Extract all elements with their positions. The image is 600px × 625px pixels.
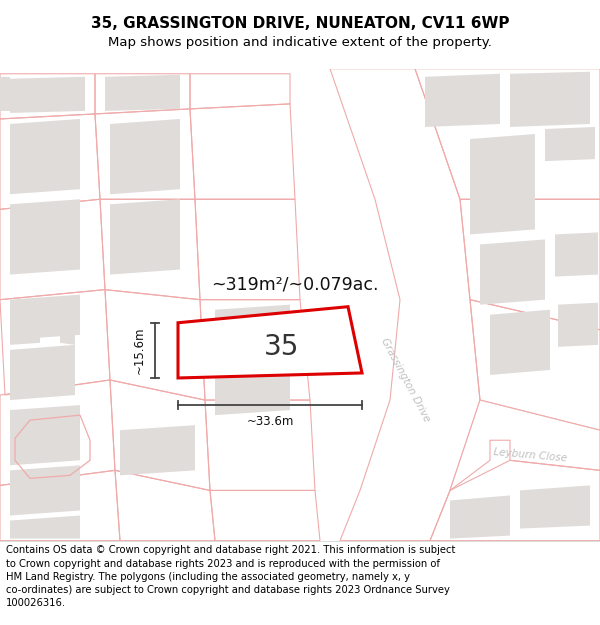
Polygon shape (178, 307, 362, 378)
Polygon shape (120, 425, 195, 476)
Polygon shape (10, 345, 75, 400)
Polygon shape (450, 400, 600, 491)
Polygon shape (10, 466, 80, 516)
Text: 35, GRASSINGTON DRIVE, NUNEATON, CV11 6WP: 35, GRASSINGTON DRIVE, NUNEATON, CV11 6W… (91, 16, 509, 31)
Polygon shape (10, 294, 80, 340)
Polygon shape (105, 75, 180, 111)
Text: ~319m²/~0.079ac.: ~319m²/~0.079ac. (211, 276, 379, 294)
Polygon shape (450, 496, 510, 539)
Text: Map shows position and indicative extent of the property.: Map shows position and indicative extent… (108, 36, 492, 49)
Text: ~15.6m: ~15.6m (133, 327, 146, 374)
Polygon shape (10, 199, 80, 274)
Polygon shape (215, 304, 290, 415)
Polygon shape (10, 516, 80, 539)
Text: Contains OS data © Crown copyright and database right 2021. This information is : Contains OS data © Crown copyright and d… (6, 545, 455, 608)
Polygon shape (545, 127, 595, 161)
Polygon shape (110, 199, 180, 274)
Polygon shape (520, 486, 590, 529)
Polygon shape (10, 77, 85, 113)
Polygon shape (480, 239, 545, 304)
Text: ~33.6m: ~33.6m (247, 414, 293, 428)
Polygon shape (470, 134, 535, 234)
Polygon shape (10, 119, 80, 194)
Polygon shape (10, 405, 80, 466)
Polygon shape (425, 74, 500, 127)
Polygon shape (555, 232, 598, 277)
Polygon shape (0, 77, 10, 111)
Polygon shape (510, 72, 590, 127)
Polygon shape (330, 69, 480, 541)
Polygon shape (110, 119, 180, 194)
Polygon shape (10, 299, 75, 345)
Polygon shape (558, 302, 598, 347)
Text: Leyburn Close: Leyburn Close (493, 447, 567, 464)
Text: Grassington Drive: Grassington Drive (379, 336, 431, 424)
Polygon shape (490, 310, 550, 375)
Text: 35: 35 (264, 333, 299, 361)
